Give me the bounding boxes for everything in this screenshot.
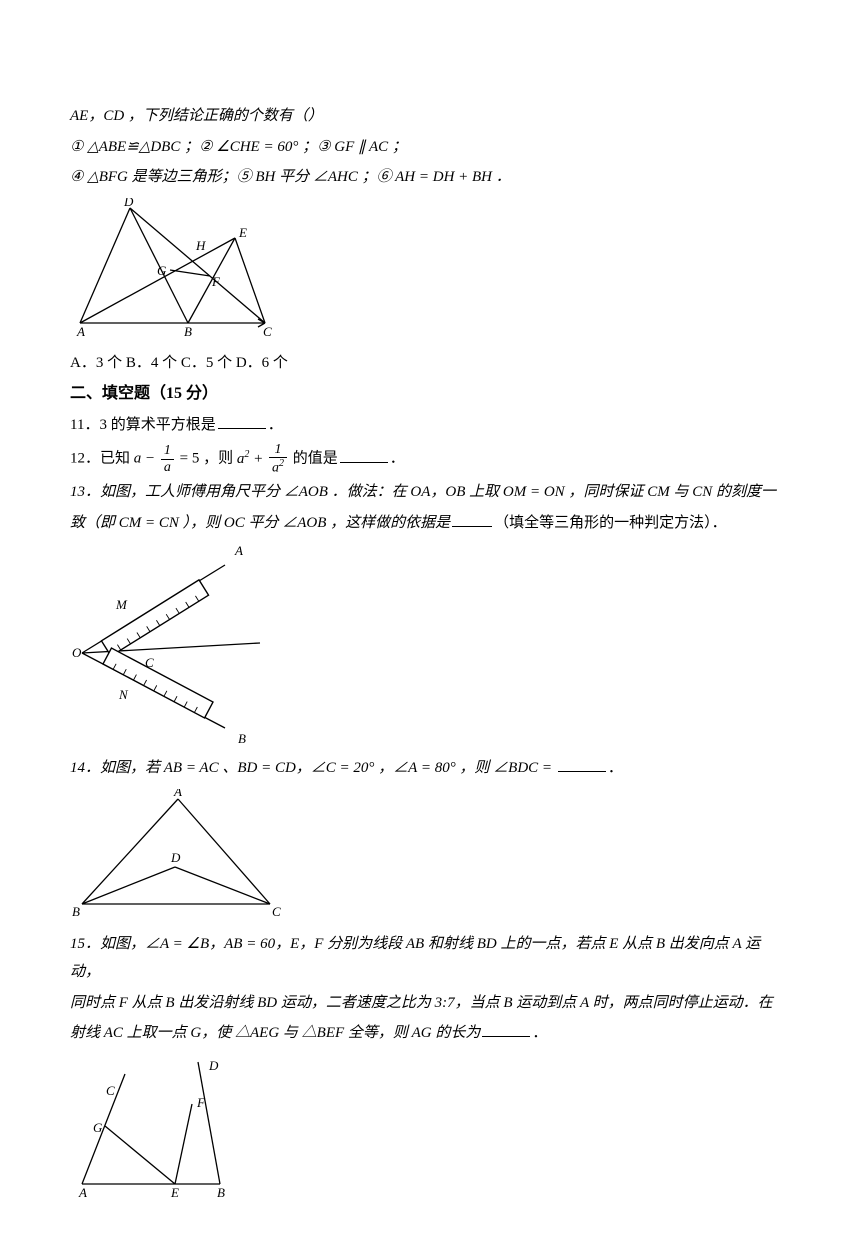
question-15-line2: 同时点 F 从点 B 出发沿射线 BD 运动，二者速度之比为 3:7，当点 B … (70, 989, 790, 1018)
svg-text:G: G (93, 1120, 103, 1135)
blank-11 (218, 413, 266, 429)
blank-13 (452, 511, 492, 527)
svg-text:E: E (170, 1185, 179, 1200)
figure-triangle-4: A B E C D F G (70, 1054, 240, 1204)
svg-text:A: A (234, 543, 243, 558)
svg-text:C: C (106, 1083, 115, 1098)
options-line: A．3 个 B．4 个 C．5 个 D．6 个 (70, 349, 790, 378)
figure-angle-bisector: O A B M N C (70, 543, 275, 748)
svg-text:A: A (173, 789, 182, 799)
svg-text:N: N (118, 687, 129, 702)
svg-text:B: B (217, 1185, 225, 1200)
svg-text:H: H (195, 238, 206, 253)
svg-text:C: C (145, 655, 154, 670)
question-13-line2: 致（即 CM = CN ），则 OC 平分 ∠AOB ，这样做的依据是（填全等三… (70, 509, 790, 538)
svg-text:F: F (211, 274, 221, 289)
statement-1: ① △ABE≌△DBC ；② ∠CHE = 60° ；③ GF ∥ AC ； (70, 133, 790, 162)
svg-text:B: B (184, 324, 192, 339)
figure-triangle-1: A B C D E G H F (70, 198, 285, 343)
svg-text:B: B (238, 731, 246, 746)
section-2-title: 二、填空题（15 分） (70, 379, 790, 409)
question-12: 12．已知 a − 1a = 5 ，则 a2 + 1a2 的值是． (70, 442, 790, 476)
svg-text:E: E (238, 225, 247, 240)
svg-text:C: C (272, 904, 281, 919)
intro-text: AE，CD ，下列结论正确的个数有（） (70, 108, 323, 124)
svg-text:C: C (263, 324, 272, 339)
svg-text:A: A (78, 1185, 87, 1200)
svg-text:F: F (196, 1095, 206, 1110)
blank-14 (558, 756, 606, 772)
blank-15 (482, 1021, 530, 1037)
question-14: 14．如图，若 AB = AC 、BD = CD，∠C = 20° ，∠A = … (70, 754, 790, 783)
figure-triangle-3: A B C D (70, 789, 285, 924)
blank-12 (340, 447, 388, 463)
svg-text:G: G (157, 263, 167, 278)
svg-text:D: D (170, 850, 181, 865)
svg-text:D: D (123, 198, 134, 209)
statement-2: ④ △BFG 是等边三角形；⑤ BH 平分 ∠AHC ；⑥ AH = DH + … (70, 163, 790, 192)
svg-text:B: B (72, 904, 80, 919)
svg-text:A: A (76, 324, 85, 339)
question-15-line3: 射线 AC 上取一点 G，使 △AEG 与 △BEF 全等，则 AG 的长为． (70, 1019, 790, 1048)
question-11: 11．3 的算术平方根是． (70, 411, 790, 440)
question-13-line1: 13．如图，工人师傅用角尺平分 ∠AOB ．做法：在 OA，OB 上取 OM =… (70, 478, 790, 507)
svg-text:D: D (208, 1058, 219, 1073)
question-15-line1: 15．如图，∠A = ∠B，AB = 60，E，F 分别为线段 AB 和射线 B… (70, 930, 790, 987)
intro-line: AE，CD ，下列结论正确的个数有（） (70, 102, 790, 131)
svg-text:M: M (115, 597, 128, 612)
svg-text:O: O (72, 645, 82, 660)
